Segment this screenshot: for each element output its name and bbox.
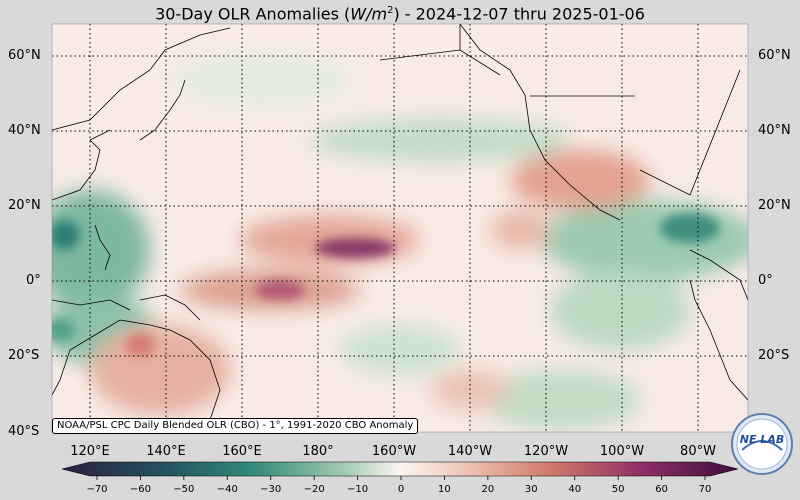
colorbar-tick-label: 10 <box>438 484 451 495</box>
colorbar <box>61 461 739 477</box>
lon-label: 140°E <box>146 444 186 459</box>
gridlines <box>52 24 748 432</box>
anomaly-field <box>52 24 748 432</box>
colorbar-tick-label: 30 <box>524 484 538 495</box>
lon-label: 160°E <box>222 444 262 459</box>
lon-label: 180° <box>302 444 334 459</box>
colorbar-tick-label: −10 <box>347 484 369 495</box>
lat-label-left: 60°N <box>8 48 41 63</box>
logo-text: NE LAB <box>740 433 784 446</box>
lat-label-right: 20°N <box>758 198 791 213</box>
colorbar-tick-label: −30 <box>260 484 282 495</box>
colorbar-tick-label: 40 <box>568 484 582 495</box>
lon-label: 120°W <box>523 444 569 459</box>
colorbar-tick-label: 60 <box>655 484 668 495</box>
colorbar-tick-label: −50 <box>173 484 195 495</box>
colorbar-tick-label: 0 <box>397 484 405 495</box>
lat-label-left: 20°S <box>8 348 40 363</box>
lat-label-left: 40°N <box>8 123 41 138</box>
colorbar-tick-label: 20 <box>481 484 495 495</box>
lon-label: 80°W <box>680 444 716 459</box>
lat-label-right: 0° <box>758 273 773 288</box>
colorbar-tick-label: 50 <box>611 484 625 495</box>
nexlab-logo: NE LAB <box>731 413 793 475</box>
lat-label-left: 20°N <box>8 198 41 213</box>
colorbar-tick-label: −40 <box>216 484 238 495</box>
lon-label: 160°W <box>371 444 417 459</box>
colorbar-tick-label: −60 <box>129 484 151 495</box>
map-title: 30-Day OLR Anomalies (W/m2) - 2024-12-07… <box>155 4 645 24</box>
lat-label-right: 40°N <box>758 123 791 138</box>
lat-label-right: 60°N <box>758 48 791 63</box>
lat-label-left: 40°S <box>8 424 40 439</box>
data-source-credit: NOAA/PSL CPC Daily Blended OLR (CBO) - 1… <box>52 418 419 434</box>
lon-label: 140°W <box>447 444 493 459</box>
lat-label-left: 0° <box>26 273 41 288</box>
colorbar-tick-label: −70 <box>86 484 108 495</box>
colorbar-tick-label: 70 <box>698 484 712 495</box>
lon-label: 120°E <box>70 444 110 459</box>
coastlines <box>52 24 748 432</box>
lat-label-right: 20°S <box>758 348 790 363</box>
lon-label: 100°W <box>599 444 645 459</box>
colorbar-tick-label: −20 <box>303 484 325 495</box>
colorbar-ticks <box>96 476 706 480</box>
